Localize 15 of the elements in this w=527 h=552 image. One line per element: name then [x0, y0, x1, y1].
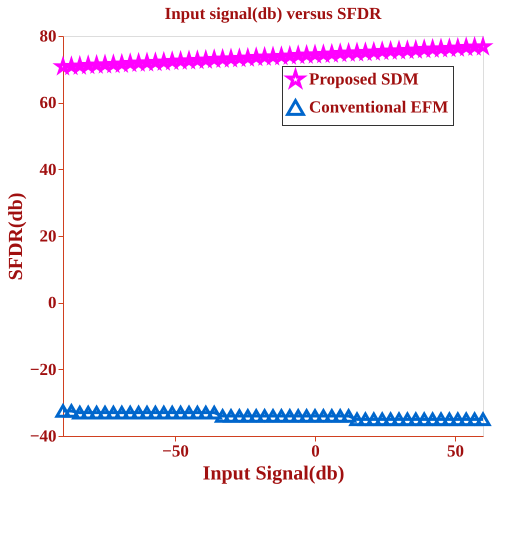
- y-tick-label: −40: [30, 426, 56, 446]
- y-tick-label: 40: [40, 160, 56, 179]
- y-tick-label: 0: [48, 293, 56, 312]
- y-tick-label: 20: [40, 226, 56, 246]
- x-tick-label: −50: [162, 442, 189, 460]
- legend-label: Conventional EFM: [309, 98, 448, 116]
- chart-title: Input signal(db) versus SFDR: [164, 4, 382, 23]
- x-axis-title: Input Signal(db): [202, 462, 344, 484]
- y-tick-label: −20: [30, 360, 56, 379]
- x-tick-label: 0: [311, 442, 320, 460]
- legend-label: Proposed SDM: [309, 70, 419, 88]
- y-axis-title: SFDR(db): [4, 192, 27, 280]
- y-tick-label: 80: [40, 26, 56, 46]
- y-tick-label: 60: [40, 93, 56, 112]
- x-tick-label: 50: [447, 442, 464, 460]
